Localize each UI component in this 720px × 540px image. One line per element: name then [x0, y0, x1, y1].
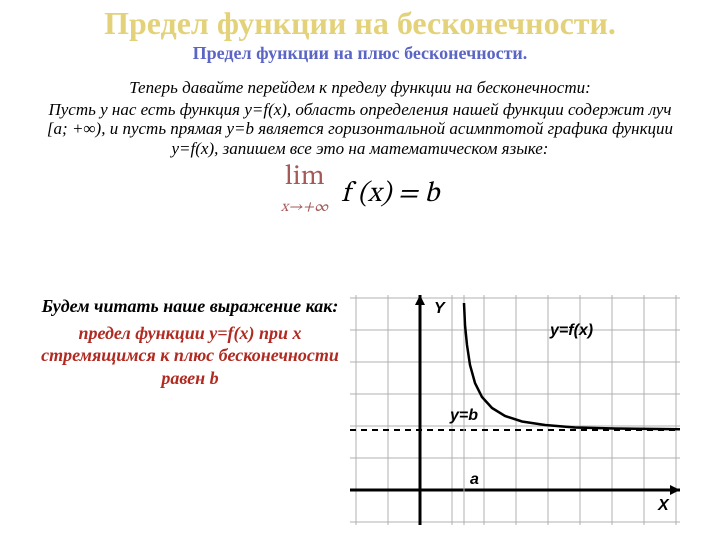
svg-text:y=f(x): y=f(x): [549, 322, 593, 339]
formula-sub: x→+∞: [281, 199, 329, 215]
svg-text:а: а: [470, 471, 479, 488]
limit-graph: Y Xy=f(x) y=b а: [350, 295, 680, 525]
svg-text:X: X: [657, 497, 670, 514]
paragraph-intro: Теперь давайте перейдем к пределу функци…: [40, 78, 680, 98]
main-title: Предел функции на бесконечности.: [40, 6, 680, 41]
reading-block: Будем читать наше выражение как: предел …: [40, 295, 350, 525]
formula-lim: lim: [285, 163, 325, 191]
paragraph-body: Пусть у нас есть функция y=f(x), область…: [40, 100, 680, 159]
limit-formula: lim x→+∞ f (x) = b: [40, 164, 680, 217]
reading-statement: предел функции y=f(x) при x стремящимся …: [40, 322, 340, 390]
svg-text:Y: Y: [434, 300, 446, 317]
reading-caption: Будем читать наше выражение как:: [40, 295, 340, 318]
subtitle: Предел функции на плюс бесконечности.: [40, 43, 680, 64]
formula-body: f (x) = b: [341, 180, 439, 208]
svg-text:y=b: y=b: [449, 407, 478, 424]
